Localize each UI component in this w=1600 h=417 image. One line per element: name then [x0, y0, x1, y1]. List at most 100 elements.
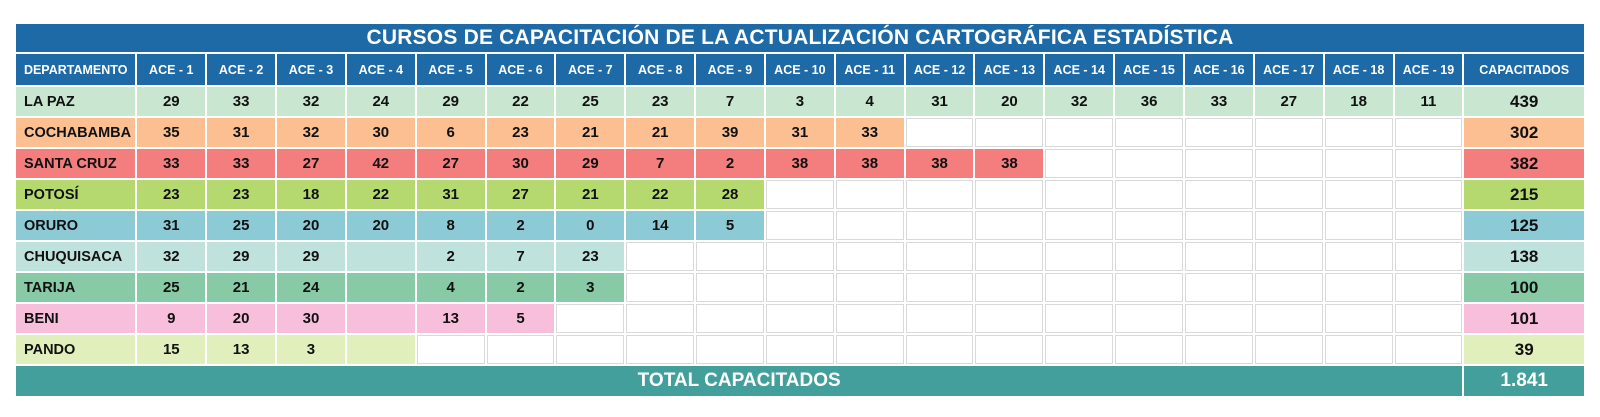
value-cell: 3 — [556, 273, 625, 302]
table-row: TARIJA 25 21 24 4 2 3 100 — [16, 273, 1584, 302]
empty-cell — [1115, 335, 1184, 364]
value-cell: 33 — [835, 118, 904, 147]
empty-cell — [626, 273, 695, 302]
table-row: PANDO 15 13 3 39 — [16, 335, 1584, 364]
empty-cell — [1324, 304, 1393, 333]
value-cell — [346, 304, 415, 333]
header-ace-6: ACE - 6 — [486, 54, 555, 85]
value-cell: 21 — [556, 180, 625, 209]
row-total: 39 — [1464, 335, 1584, 364]
value-cell: 22 — [626, 180, 695, 209]
row-total: 439 — [1464, 87, 1584, 116]
table-row: LA PAZ 29 33 32 24 29 22 25 23 7 3 4 31 20 32 36 33 27 18 1… — [16, 87, 1584, 116]
value-cell: 2 — [416, 242, 485, 271]
empty-cell — [696, 304, 764, 333]
table-row: SANTA CRUZ 33 33 27 42 27 30 29 7 2 38 38 38 38 382 — [16, 149, 1584, 178]
empty-cell — [556, 304, 625, 333]
value-cell: 9 — [137, 304, 206, 333]
value-cell: 14 — [626, 211, 695, 240]
empty-cell — [1115, 180, 1184, 209]
value-cell: 28 — [696, 180, 764, 209]
empty-cell — [1045, 211, 1114, 240]
row-total: 101 — [1464, 304, 1584, 333]
table-row: ORURO 31 25 20 20 8 2 0 14 5 125 — [16, 211, 1584, 240]
empty-cell — [556, 335, 625, 364]
value-cell: 29 — [277, 242, 345, 271]
value-cell — [346, 335, 415, 364]
value-cell: 30 — [346, 118, 415, 147]
empty-cell — [1045, 335, 1114, 364]
empty-cell — [1115, 242, 1184, 271]
empty-cell — [626, 304, 695, 333]
value-cell: 33 — [137, 149, 206, 178]
value-cell: 4 — [416, 273, 485, 302]
value-cell: 7 — [486, 242, 555, 271]
value-cell: 35 — [137, 118, 206, 147]
empty-cell — [1324, 118, 1393, 147]
header-ace-3: ACE - 3 — [277, 54, 345, 85]
table-title: CURSOS DE CAPACITACIÓN DE LA ACTUALIZACI… — [16, 24, 1584, 52]
empty-cell — [835, 304, 904, 333]
value-cell: 5 — [486, 304, 555, 333]
value-cell: 13 — [416, 304, 485, 333]
training-table: CURSOS DE CAPACITACIÓN DE LA ACTUALIZACI… — [14, 22, 1586, 398]
header-ace-17: ACE - 17 — [1254, 54, 1323, 85]
empty-cell — [1254, 335, 1323, 364]
empty-cell — [626, 335, 695, 364]
empty-cell — [1254, 149, 1323, 178]
value-cell: 30 — [277, 304, 345, 333]
value-cell: 29 — [137, 87, 206, 116]
empty-cell — [1045, 242, 1114, 271]
value-cell: 23 — [626, 87, 695, 116]
value-cell: 32 — [277, 87, 345, 116]
empty-cell — [696, 273, 764, 302]
empty-cell — [835, 211, 904, 240]
table-body: LA PAZ 29 33 32 24 29 22 25 23 7 3 4 31 20 32 36 33 27 18 1… — [16, 87, 1584, 364]
value-cell: 30 — [486, 149, 555, 178]
header-ace-1: ACE - 1 — [137, 54, 206, 85]
value-cell: 13 — [207, 335, 276, 364]
total-label: TOTAL CAPACITADOS — [16, 366, 1463, 396]
value-cell: 21 — [556, 118, 625, 147]
empty-cell — [1185, 149, 1253, 178]
empty-cell — [1394, 211, 1463, 240]
empty-cell — [1254, 118, 1323, 147]
value-cell: 31 — [416, 180, 485, 209]
empty-cell — [696, 335, 764, 364]
empty-cell — [905, 180, 974, 209]
value-cell: 15 — [137, 335, 206, 364]
empty-cell — [1394, 335, 1463, 364]
value-cell: 36 — [1115, 87, 1184, 116]
table-row: BENI 9 20 30 13 5 101 — [16, 304, 1584, 333]
empty-cell — [975, 180, 1044, 209]
empty-cell — [1324, 211, 1393, 240]
value-cell: 2 — [486, 211, 555, 240]
value-cell: 25 — [207, 211, 276, 240]
value-cell: 8 — [416, 211, 485, 240]
value-cell: 18 — [277, 180, 345, 209]
row-total: 138 — [1464, 242, 1584, 271]
header-ace-16: ACE - 16 — [1185, 54, 1253, 85]
empty-cell — [765, 304, 834, 333]
empty-cell — [975, 304, 1044, 333]
empty-cell — [1185, 211, 1253, 240]
department-name: LA PAZ — [16, 87, 136, 116]
empty-cell — [905, 273, 974, 302]
row-total: 215 — [1464, 180, 1584, 209]
empty-cell — [1115, 211, 1184, 240]
header-department: DEPARTAMENTO — [16, 54, 136, 85]
empty-cell — [1254, 180, 1323, 209]
empty-cell — [486, 335, 555, 364]
row-total: 125 — [1464, 211, 1584, 240]
value-cell: 23 — [556, 242, 625, 271]
empty-cell — [1324, 335, 1393, 364]
value-cell: 29 — [416, 87, 485, 116]
header-ace-13: ACE - 13 — [975, 54, 1044, 85]
value-cell: 25 — [556, 87, 625, 116]
empty-cell — [905, 118, 974, 147]
department-name: CHUQUISACA — [16, 242, 136, 271]
value-cell: 23 — [207, 180, 276, 209]
empty-cell — [1394, 304, 1463, 333]
row-total: 302 — [1464, 118, 1584, 147]
header-ace-12: ACE - 12 — [905, 54, 974, 85]
